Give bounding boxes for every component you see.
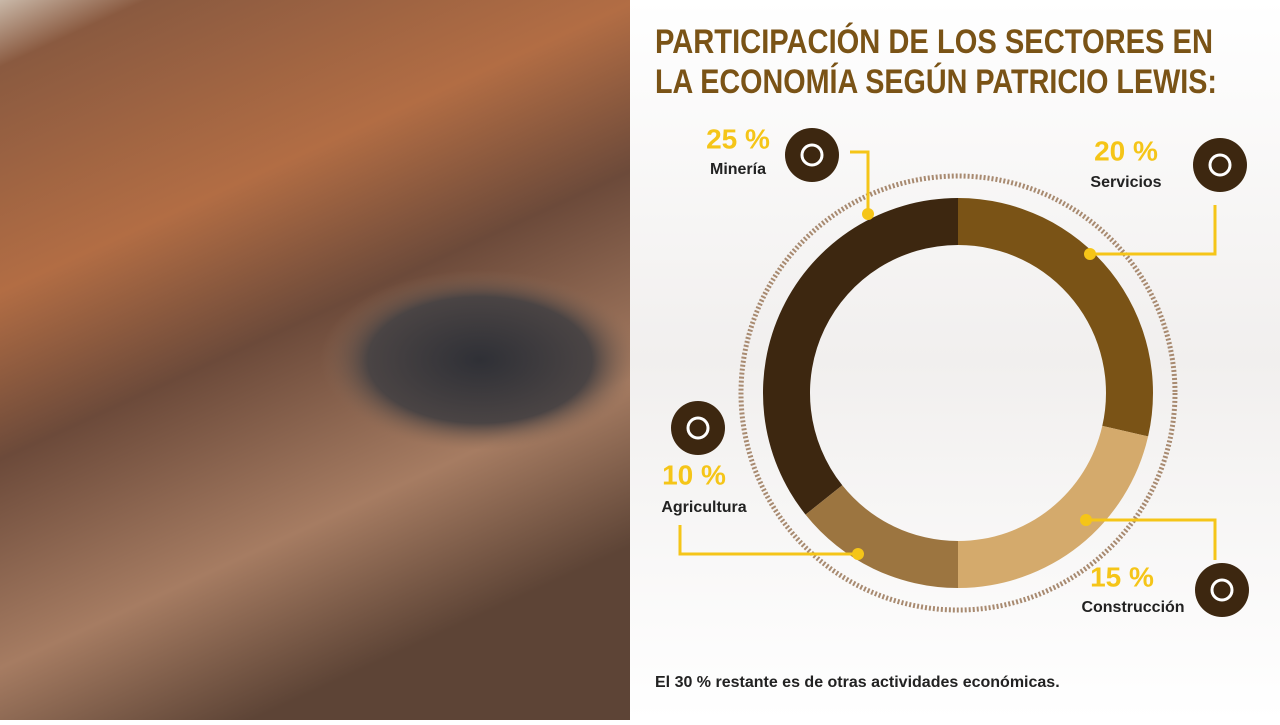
title-line: LA ECONOMÍA SEGÚN PATRICIO LEWIS:	[655, 63, 1217, 101]
sector-icon	[671, 401, 725, 455]
icon-glyph	[1208, 153, 1232, 177]
callout-line	[850, 150, 870, 214]
callout-dot	[852, 548, 864, 560]
donut-segment	[958, 425, 1149, 588]
callout-dot	[1084, 248, 1096, 260]
category-label: Construcción	[1081, 599, 1184, 616]
callout-line	[678, 525, 858, 556]
annotation: El 30 % restante es de otras actividades…	[655, 674, 1060, 691]
category-label: Minería	[710, 161, 766, 178]
callout-line	[1086, 518, 1217, 560]
sector-icon	[785, 128, 839, 182]
donut-segment	[805, 485, 958, 588]
category-label: Agricultura	[661, 499, 746, 516]
category-label: Servicios	[1090, 174, 1161, 191]
value-label: 15 %	[1090, 561, 1154, 592]
callout-dot	[1080, 514, 1092, 526]
mine-pit	[320, 270, 640, 450]
value-label: 10 %	[662, 459, 726, 490]
callout-dot	[862, 208, 874, 220]
icon-glyph	[686, 416, 710, 440]
donut-segment	[763, 198, 958, 515]
icon-glyph	[1210, 578, 1234, 602]
icon-glyph	[800, 143, 824, 167]
title-line: PARTICIPACIÓN DE LOS SECTORES EN	[655, 23, 1213, 61]
sector-icon	[1193, 138, 1247, 192]
donut-segment	[958, 198, 1154, 437]
sector-icon	[1195, 563, 1249, 617]
callout-line	[1090, 205, 1217, 256]
outer-ring	[738, 173, 1178, 613]
value-label: 25 %	[706, 123, 770, 154]
value-label: 20 %	[1094, 135, 1158, 166]
